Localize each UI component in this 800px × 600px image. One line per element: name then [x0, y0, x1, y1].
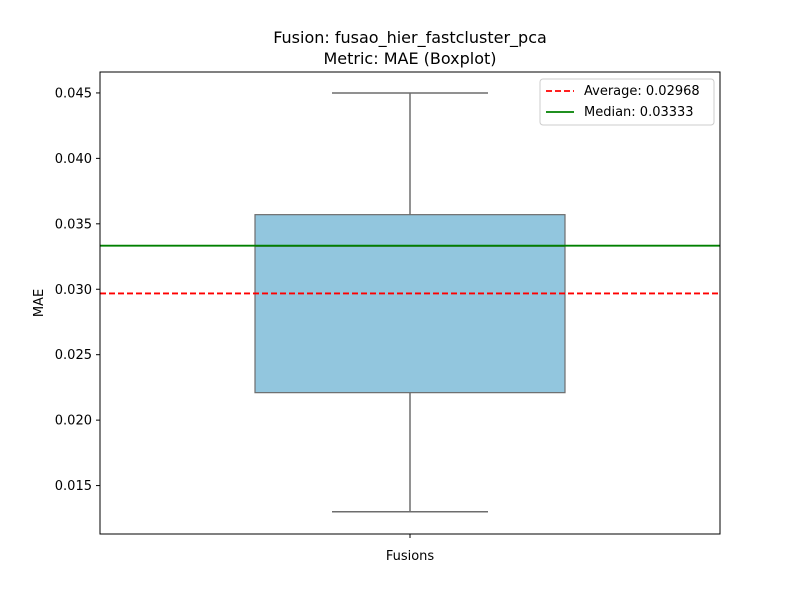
plot-data-layer: [100, 92, 720, 513]
y-axis: 0.015 0.020 0.025 0.030 0.035 0.040 0.045: [55, 86, 100, 494]
y-tick-label: 0.020: [55, 414, 92, 429]
y-tick-label: 0.045: [55, 86, 92, 101]
y-tick-label: 0.015: [55, 479, 92, 494]
legend-box: [539, 78, 715, 126]
x-axis-label: Fusions: [386, 549, 435, 564]
y-tick-label: 0.035: [55, 217, 92, 232]
y-tick-label: 0.030: [55, 283, 92, 298]
legend-median-label: Median: 0.03333: [584, 105, 694, 120]
y-axis-label: MAE: [32, 289, 47, 317]
iqr-box: [254, 214, 566, 394]
chart-subtitle: Metric: MAE (Boxplot): [323, 49, 496, 68]
y-tick-label: 0.025: [55, 348, 92, 363]
legend-average-label: Average: 0.02968: [584, 84, 700, 99]
legend: Average: 0.02968 Median: 0.03333: [539, 78, 715, 126]
chart-title: Fusion: fusao_hier_fastcluster_pca: [273, 28, 547, 48]
y-tick-label: 0.040: [55, 152, 92, 167]
